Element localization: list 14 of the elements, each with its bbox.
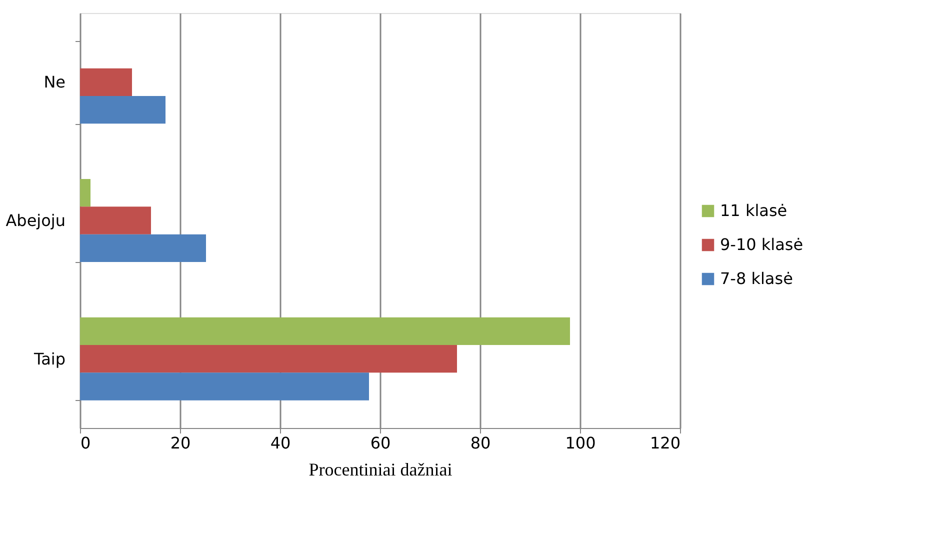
x-axis-title: Procentiniai dažniai: [308, 460, 452, 480]
y-tick-label: Ne: [44, 72, 66, 92]
x-tick-label: 20: [170, 434, 191, 452]
x-tick-label: 100: [565, 434, 596, 452]
legend-label: 7-8 klasė: [720, 269, 793, 288]
y-tick-label: Abejoju: [6, 211, 66, 230]
x-tick-label: 60: [370, 434, 391, 452]
x-tick-label: 0: [80, 434, 91, 452]
legend-label: 11 klasė: [720, 201, 788, 220]
x-tick-label: 120: [650, 434, 680, 452]
legend-label: 9-10 klasė: [720, 235, 804, 254]
x-tick-label: 80: [470, 434, 491, 452]
y-tick-label: Taip: [32, 349, 66, 368]
x-tick-label: 40: [270, 434, 291, 452]
